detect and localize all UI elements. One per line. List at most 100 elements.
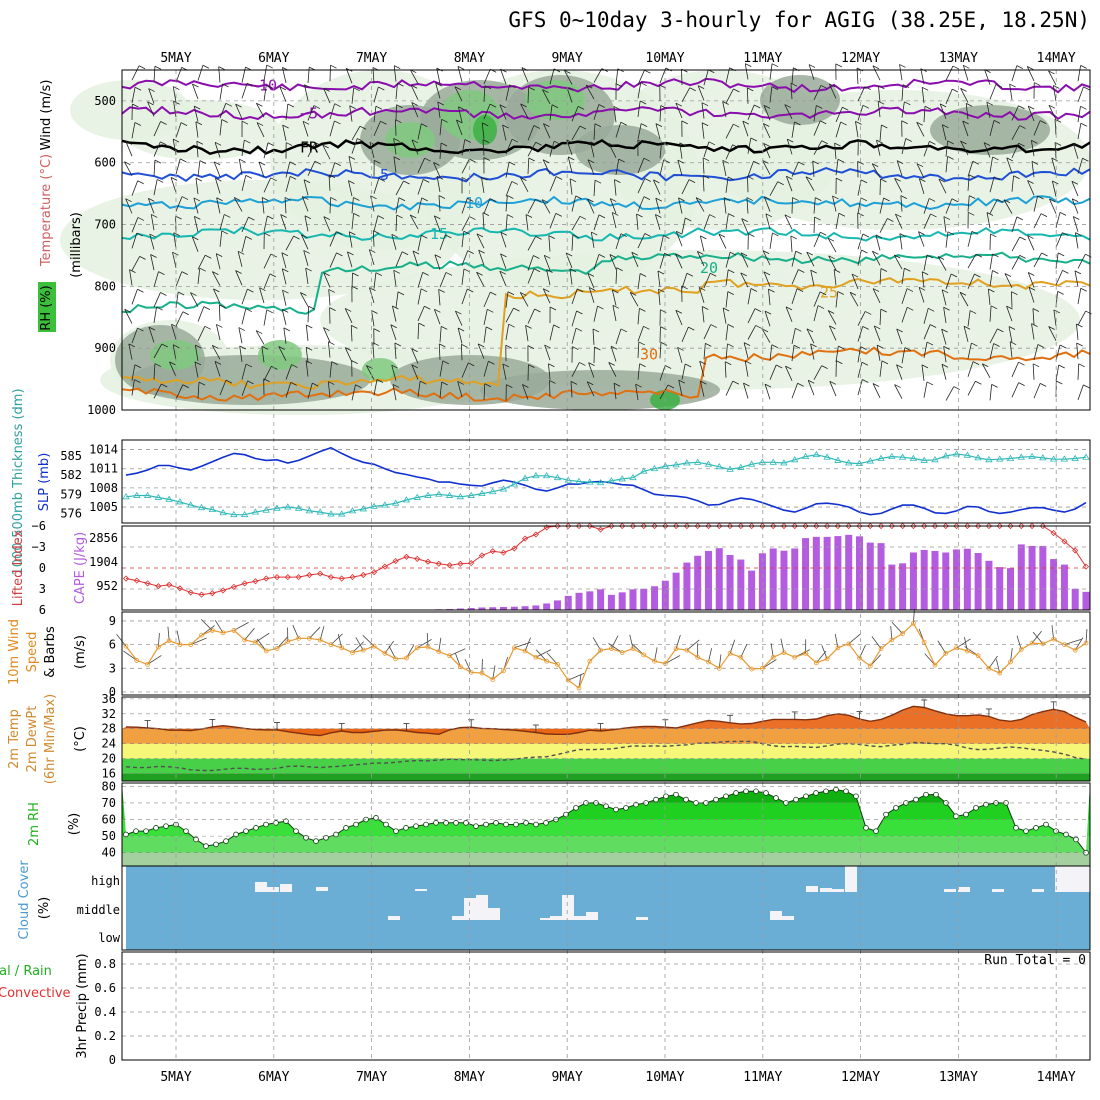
wind-barb <box>1077 363 1080 380</box>
wind-barb <box>483 326 487 343</box>
thickness-point <box>230 510 238 518</box>
wind-speed-point <box>209 628 215 633</box>
wind-barb <box>881 124 888 129</box>
wind-barb <box>747 176 749 193</box>
wind-barb <box>881 360 889 365</box>
thickness-point <box>499 485 508 492</box>
wind-barb <box>334 103 341 108</box>
wind-barb <box>1057 290 1064 295</box>
wind-barb <box>461 344 463 361</box>
wind-barb <box>371 310 378 314</box>
wind-barb <box>436 176 441 193</box>
wind-barb <box>620 328 628 333</box>
wind-barb <box>279 86 287 91</box>
wind-barb <box>771 344 779 349</box>
wind-barb <box>192 236 199 241</box>
wind-barb <box>1016 65 1024 69</box>
wind-barb <box>593 104 600 120</box>
wind-barb <box>608 143 617 158</box>
wind-barb <box>1077 86 1084 103</box>
wind-speed-point <box>565 677 571 683</box>
wind-barb <box>827 310 835 314</box>
wind-barb <box>945 156 949 173</box>
wind-barb <box>276 636 288 649</box>
wind-speed-point <box>889 637 895 643</box>
wind-barb <box>305 324 309 341</box>
wind-barb <box>763 271 771 276</box>
wind-barb <box>923 106 926 123</box>
wind-barb <box>612 212 619 216</box>
wind-barb <box>725 324 729 341</box>
wind-barb <box>901 268 905 285</box>
rh-point <box>273 820 279 826</box>
wind-barb <box>947 156 954 160</box>
wind-barb <box>1009 84 1013 100</box>
wind-barb <box>435 82 442 87</box>
wind-barb <box>355 637 364 651</box>
wind-barb <box>442 360 450 365</box>
wind-barb <box>241 236 247 253</box>
wind-barb <box>1028 272 1035 276</box>
wind-barb <box>750 288 758 292</box>
wind-barb <box>879 218 888 233</box>
wind-barb <box>449 648 466 657</box>
wind-barb <box>322 144 331 160</box>
thickness-point <box>812 450 821 458</box>
wind-barb <box>161 343 168 348</box>
wind-barb <box>747 288 752 305</box>
rh-area <box>575 125 665 175</box>
lifted-index-point <box>349 574 356 581</box>
wind-barb <box>637 363 641 380</box>
temp-tick-label: 28 <box>102 722 116 736</box>
wind-tick-label: 6 <box>109 638 116 652</box>
wind-barb <box>989 176 995 193</box>
wind-barb <box>743 342 749 359</box>
wind-barb <box>945 65 954 81</box>
wind-barb <box>507 195 514 199</box>
thickness-point <box>898 453 907 460</box>
lifted-index-point <box>1072 547 1079 554</box>
wind-barb <box>875 234 881 251</box>
wind-barb <box>239 158 246 163</box>
wind-speed-point <box>1051 636 1057 642</box>
lifted-index-point <box>1007 522 1014 530</box>
wind-barb <box>871 163 881 178</box>
wind-barb <box>349 105 353 122</box>
thickness-point <box>187 501 195 508</box>
wind-barb <box>877 101 881 118</box>
wind-barb <box>484 383 491 388</box>
wind-barb <box>330 64 337 69</box>
wind-barb <box>194 216 201 220</box>
wind-barb <box>1027 66 1034 70</box>
wind-barb <box>303 250 310 254</box>
wind-barb <box>699 287 706 291</box>
wind-barb <box>921 364 925 381</box>
wind-barb <box>699 381 705 397</box>
wind-barb <box>323 216 331 232</box>
wind-barb <box>351 197 354 214</box>
lifted-index-point <box>975 522 982 530</box>
wind-speed-point <box>306 635 312 641</box>
wind-barb <box>439 326 442 343</box>
wind-barb <box>943 307 947 324</box>
wind-barb <box>857 362 863 378</box>
wind-barb <box>967 361 974 377</box>
isotherm-line <box>121 105 1091 121</box>
wind-barb <box>511 138 519 143</box>
thickness-tick-label: 582 <box>60 468 82 482</box>
precip-legend-convective: Convective <box>0 986 71 1001</box>
date-label-bottom: 5MAY <box>160 1070 191 1085</box>
wind-speed-point <box>490 676 496 682</box>
wind-barb <box>464 658 472 673</box>
wind-barb <box>483 85 486 102</box>
wind-barb <box>806 328 815 344</box>
wind-barb <box>351 384 356 401</box>
wind-speed-point <box>986 665 992 671</box>
wind-barb <box>989 199 998 214</box>
thickness-point <box>1082 453 1090 460</box>
wind-speed-point <box>803 650 808 656</box>
wind-barb <box>1027 105 1035 122</box>
wind-barb <box>469 216 476 220</box>
wind-barb <box>945 231 949 248</box>
wind-barb <box>896 364 903 380</box>
